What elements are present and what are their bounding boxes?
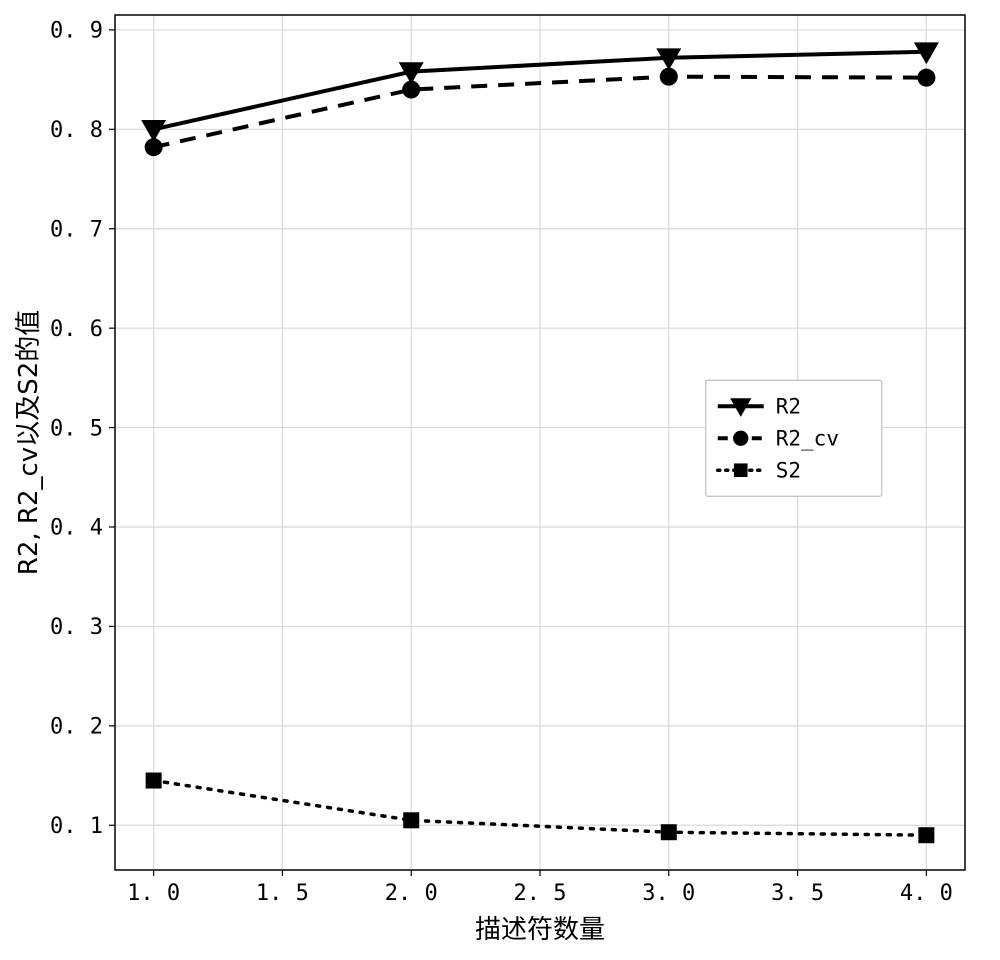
y-tick-label: 0. 3 <box>50 615 103 640</box>
x-tick-label: 2. 0 <box>385 881 438 906</box>
line-chart: 1. 0 1. 5 2. 0 2. 5 3. 0 3. 5 4. 0 0. 1 0. 2 0. 3… <box>0 0 1000 960</box>
y-tick-label: 0. 6 <box>50 317 103 342</box>
x-tick-label: 3. 0 <box>642 881 695 906</box>
legend-label: R2 <box>776 395 801 419</box>
y-tick-label: 0. 5 <box>50 416 103 441</box>
x-axis-label: 描述符数量 <box>475 915 605 945</box>
y-tick-label: 0. 2 <box>50 715 103 740</box>
y-tick-label: 0. 8 <box>50 118 103 143</box>
y-tick-label: 0. 7 <box>50 217 103 242</box>
legend: R2 R2_cv S2 <box>706 380 882 496</box>
legend-label: R2_cv <box>776 427 839 451</box>
x-tick-label: 2. 5 <box>514 881 567 906</box>
x-tick-label: 3. 5 <box>771 881 824 906</box>
x-tick-label: 4. 0 <box>900 881 953 906</box>
y-tick-label: 0. 4 <box>50 516 103 541</box>
x-tick-label: 1. 5 <box>256 881 309 906</box>
y-axis-label: R2, R2_cv以及S2的值 <box>14 310 44 575</box>
y-tick-label: 0. 9 <box>50 19 103 44</box>
y-tick-label: 0. 1 <box>50 814 103 839</box>
x-tick-label: 1. 0 <box>127 881 180 906</box>
legend-label: S2 <box>776 459 801 483</box>
